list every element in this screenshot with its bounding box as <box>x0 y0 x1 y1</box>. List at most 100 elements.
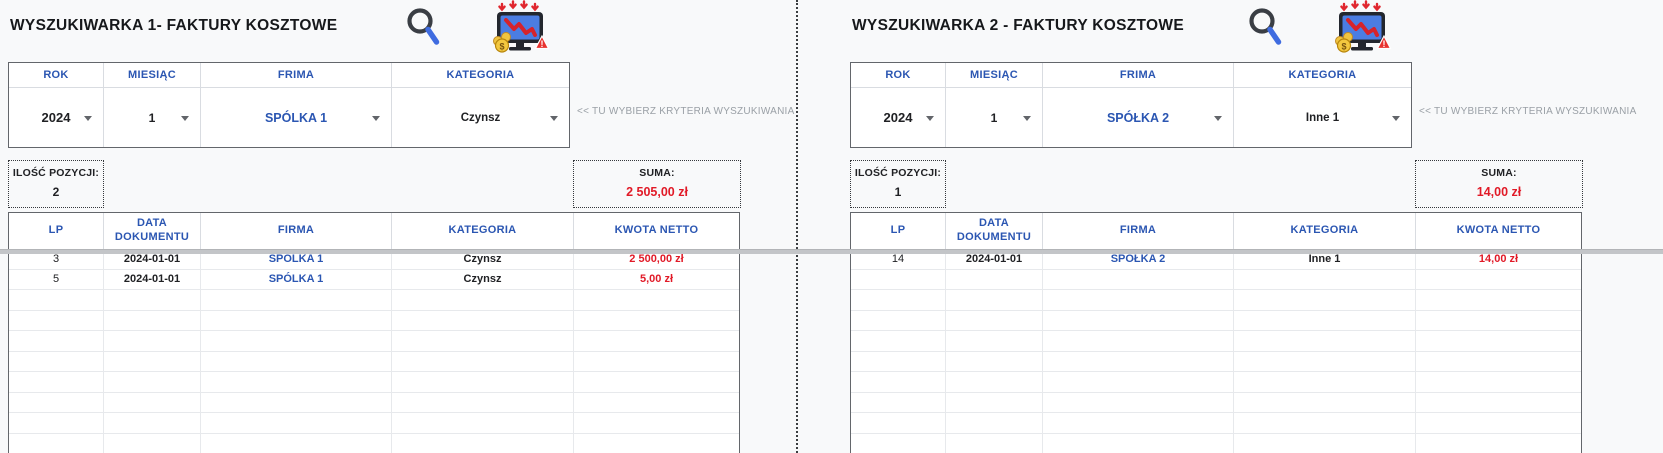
cell-kwota[interactable] <box>1416 331 1581 351</box>
cell-kategoria[interactable] <box>1234 433 1416 453</box>
cell-firma[interactable] <box>201 392 392 412</box>
cell-data[interactable] <box>104 310 201 330</box>
dropdown-arrow-icon[interactable] <box>1392 115 1400 121</box>
cell-lp[interactable] <box>9 331 104 351</box>
filter-dropdown-kategoria[interactable]: Inne 1 <box>1234 88 1411 147</box>
dropdown-arrow-icon[interactable] <box>1023 115 1031 121</box>
cell-kwota[interactable]: 2 500,00 zł <box>629 252 684 265</box>
cell-kwota[interactable] <box>574 434 739 453</box>
cell-firma[interactable] <box>1043 392 1234 412</box>
cell-firma[interactable] <box>1043 331 1234 351</box>
cell-kategoria[interactable] <box>1234 413 1416 433</box>
cell-firma[interactable] <box>1043 290 1234 310</box>
cell-kwota[interactable] <box>1416 393 1581 413</box>
cell-lp[interactable] <box>9 290 104 310</box>
cell-kwota[interactable]: 14,00 zł <box>1478 252 1519 265</box>
cell-kwota[interactable] <box>1416 372 1581 392</box>
cell-kwota[interactable] <box>574 352 739 372</box>
cell-data[interactable]: 2024-01-01 <box>104 269 201 289</box>
cell-kwota[interactable] <box>574 311 739 331</box>
cell-lp[interactable] <box>851 351 946 371</box>
cell-kwota[interactable]: 5,00 zł <box>639 273 674 286</box>
cell-firma[interactable]: SPÓLKA 1 <box>201 249 392 269</box>
cell-lp[interactable] <box>851 372 946 392</box>
cell-data[interactable]: 2024-01-01 <box>104 249 201 269</box>
cell-firma[interactable] <box>201 372 392 392</box>
cell-kwota[interactable] <box>574 331 739 351</box>
cell-lp[interactable]: 14 <box>851 249 946 269</box>
cell-firma[interactable]: SPÓLKA 1 <box>201 269 392 289</box>
cell-kategoria[interactable] <box>1234 290 1416 310</box>
cell-kwota[interactable] <box>574 393 739 413</box>
cell-firma[interactable] <box>1043 351 1234 371</box>
cell-kategoria[interactable] <box>1234 392 1416 412</box>
cell-firma[interactable] <box>201 331 392 351</box>
cell-lp[interactable] <box>9 372 104 392</box>
cell-data[interactable] <box>104 351 201 371</box>
cell-data[interactable] <box>104 392 201 412</box>
dropdown-arrow-icon[interactable] <box>181 115 189 121</box>
cell-lp[interactable] <box>9 413 104 433</box>
dropdown-arrow-icon[interactable] <box>550 115 558 121</box>
cell-firma[interactable] <box>201 433 392 453</box>
cell-kategoria[interactable] <box>1234 269 1416 289</box>
cell-data[interactable] <box>104 331 201 351</box>
cell-firma[interactable] <box>1043 269 1234 289</box>
cell-kwota[interactable] <box>1416 311 1581 331</box>
dropdown-arrow-icon[interactable] <box>84 115 92 121</box>
cell-firma[interactable]: SPÓŁKA 2 <box>1043 249 1234 269</box>
cell-kategoria[interactable] <box>392 351 574 371</box>
cell-firma[interactable] <box>201 290 392 310</box>
cell-lp[interactable] <box>851 310 946 330</box>
filter-dropdown-frima[interactable]: SPÓLKA 1 <box>201 88 392 147</box>
dropdown-arrow-icon[interactable] <box>926 115 934 121</box>
dropdown-arrow-icon[interactable] <box>1214 115 1222 121</box>
cell-kategoria[interactable] <box>392 392 574 412</box>
cell-data[interactable] <box>946 331 1043 351</box>
cell-firma[interactable] <box>1043 433 1234 453</box>
cell-data[interactable] <box>946 413 1043 433</box>
cell-kategoria[interactable] <box>392 290 574 310</box>
cell-kategoria[interactable] <box>392 331 574 351</box>
cell-kategoria[interactable] <box>1234 372 1416 392</box>
cell-data[interactable] <box>946 372 1043 392</box>
cell-firma[interactable] <box>1043 372 1234 392</box>
cell-kwota[interactable] <box>574 372 739 392</box>
cell-lp[interactable] <box>851 433 946 453</box>
cell-firma[interactable] <box>201 310 392 330</box>
cell-kategoria[interactable] <box>1234 331 1416 351</box>
cell-lp[interactable] <box>9 433 104 453</box>
cell-kategoria[interactable] <box>1234 351 1416 371</box>
dropdown-arrow-icon[interactable] <box>372 115 380 121</box>
cell-data[interactable] <box>946 310 1043 330</box>
cell-kwota[interactable] <box>1416 290 1581 310</box>
cell-data[interactable]: 2024-01-01 <box>946 249 1043 269</box>
cell-kategoria[interactable] <box>392 372 574 392</box>
filter-dropdown-kategoria[interactable]: Czynsz <box>392 88 569 147</box>
filter-dropdown-miesiac[interactable]: 1 <box>104 88 201 147</box>
cell-kategoria[interactable]: Inne 1 <box>1234 249 1416 269</box>
cell-lp[interactable] <box>851 392 946 412</box>
cell-lp[interactable] <box>851 331 946 351</box>
cell-lp[interactable]: 5 <box>9 269 104 289</box>
cell-firma[interactable] <box>1043 310 1234 330</box>
filter-dropdown-miesiac[interactable]: 1 <box>946 88 1043 147</box>
cell-data[interactable] <box>104 372 201 392</box>
cell-firma[interactable] <box>1043 413 1234 433</box>
filter-dropdown-rok[interactable]: 2024 <box>851 88 946 147</box>
filter-dropdown-frima[interactable]: SPÓŁKA 2 <box>1043 88 1234 147</box>
cell-lp[interactable] <box>9 392 104 412</box>
cell-lp[interactable] <box>851 413 946 433</box>
cell-lp[interactable] <box>851 290 946 310</box>
cell-kategoria[interactable] <box>392 433 574 453</box>
cell-firma[interactable] <box>201 413 392 433</box>
cell-data[interactable] <box>104 433 201 453</box>
cell-data[interactable] <box>946 269 1043 289</box>
filter-dropdown-rok[interactable]: 2024 <box>9 88 104 147</box>
cell-kategoria[interactable]: Czynsz <box>392 269 574 289</box>
cell-kategoria[interactable] <box>1234 310 1416 330</box>
cell-kategoria[interactable]: Czynsz <box>392 249 574 269</box>
cell-data[interactable] <box>104 290 201 310</box>
cell-kwota[interactable] <box>1416 270 1581 290</box>
cell-lp[interactable] <box>9 310 104 330</box>
